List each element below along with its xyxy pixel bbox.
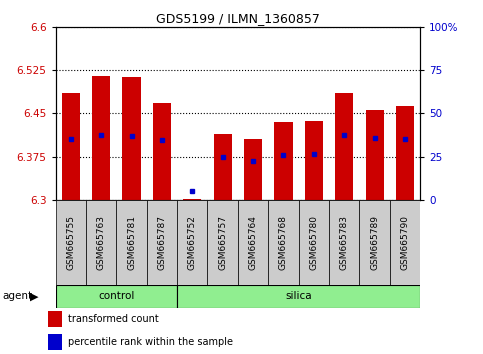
Bar: [153, 103, 171, 200]
Bar: [86, 200, 116, 285]
Bar: [56, 285, 177, 308]
Text: GSM665790: GSM665790: [400, 215, 410, 270]
Bar: [147, 200, 177, 285]
Bar: [116, 200, 147, 285]
Bar: [274, 122, 293, 200]
Text: silica: silica: [285, 291, 312, 302]
Bar: [335, 93, 354, 200]
Bar: [305, 121, 323, 200]
Text: GSM665787: GSM665787: [157, 215, 167, 270]
Bar: [62, 93, 80, 200]
Text: GSM665789: GSM665789: [370, 215, 379, 270]
Bar: [298, 200, 329, 285]
Text: GSM665780: GSM665780: [309, 215, 318, 270]
Text: GSM665764: GSM665764: [249, 215, 257, 270]
Bar: [396, 106, 414, 200]
Bar: [244, 139, 262, 200]
Bar: [183, 199, 201, 200]
Text: GSM665755: GSM665755: [66, 215, 75, 270]
Bar: [238, 200, 268, 285]
Text: GSM665768: GSM665768: [279, 215, 288, 270]
Bar: [48, 334, 62, 350]
Text: percentile rank within the sample: percentile rank within the sample: [68, 337, 233, 348]
Text: GSM665763: GSM665763: [97, 215, 106, 270]
Text: GSM665783: GSM665783: [340, 215, 349, 270]
Bar: [390, 200, 420, 285]
Bar: [92, 76, 110, 200]
Bar: [329, 200, 359, 285]
Text: control: control: [98, 291, 134, 302]
Bar: [213, 133, 232, 200]
Text: transformed count: transformed count: [68, 314, 158, 325]
Text: GSM665752: GSM665752: [188, 215, 197, 270]
Text: agent: agent: [2, 291, 32, 302]
Bar: [48, 311, 62, 327]
Bar: [177, 200, 208, 285]
Bar: [177, 285, 420, 308]
Title: GDS5199 / ILMN_1360857: GDS5199 / ILMN_1360857: [156, 12, 320, 25]
Bar: [56, 200, 86, 285]
Text: ▶: ▶: [30, 291, 39, 302]
Bar: [268, 200, 298, 285]
Text: GSM665757: GSM665757: [218, 215, 227, 270]
Bar: [208, 200, 238, 285]
Bar: [366, 110, 384, 200]
Bar: [359, 200, 390, 285]
Text: GSM665781: GSM665781: [127, 215, 136, 270]
Bar: [122, 77, 141, 200]
